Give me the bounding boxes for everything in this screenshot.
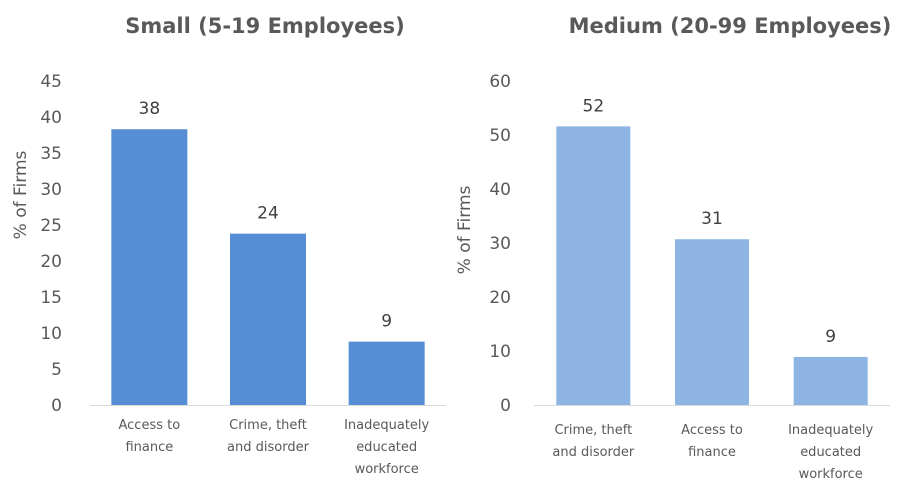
- y-tick-label: 60: [489, 72, 511, 92]
- data-label: 38: [139, 99, 161, 119]
- chart-medium-firms: Medium (20-99 Employees) % of Firms 0 10 2…: [455, 14, 891, 482]
- bar: [793, 356, 868, 405]
- y-tick-label: 30: [40, 180, 62, 200]
- y-tick-label: 20: [489, 288, 511, 308]
- y-axis-label: % of Firms: [455, 185, 475, 274]
- bar: [556, 126, 631, 406]
- chart-title: Small (5-19 Employees): [125, 14, 405, 38]
- data-label-group: 52 31 9: [583, 96, 837, 347]
- bar: [111, 129, 188, 406]
- x-tick-label: Crime, theft and disorder: [552, 423, 635, 460]
- y-tick-label: 20: [40, 252, 62, 272]
- bar: [675, 239, 749, 405]
- y-tick-label: 25: [40, 216, 62, 236]
- x-tick-label: Inadequately educated workforce: [344, 418, 429, 477]
- x-tick-label: Inadequately educated workforce: [788, 423, 873, 482]
- y-tick-label: 50: [489, 126, 511, 146]
- data-label: 24: [257, 204, 279, 224]
- data-label: 9: [825, 327, 836, 347]
- bar: [230, 233, 306, 405]
- bar-group: [111, 129, 425, 406]
- x-tick-label: Access to finance: [118, 418, 180, 455]
- y-tick-label: 10: [489, 342, 511, 362]
- y-tick-label: 0: [51, 396, 62, 416]
- bar-group: [556, 126, 868, 406]
- chart-small-firms: Small (5-19 Employees) % of Firms 0 5 10 15…: [11, 14, 446, 477]
- y-tick-label: 30: [489, 234, 511, 254]
- y-tick-label: 35: [40, 144, 62, 164]
- y-axis-ticks: 0 5 10 15 20 25 30 35 40 45: [40, 72, 62, 416]
- chart-title: Medium (20-99 Employees): [569, 14, 892, 38]
- x-tick-label: Crime, theft and disorder: [227, 418, 310, 455]
- bar: [348, 341, 425, 405]
- x-axis-ticks: Crime, theft and disorder Access to finance…: [552, 423, 873, 482]
- x-axis-ticks: Access to finance Crime, theft and disorder…: [118, 418, 429, 477]
- y-tick-label: 15: [40, 288, 62, 308]
- y-tick-label: 10: [40, 324, 62, 344]
- y-tick-label: 0: [500, 396, 511, 416]
- x-tick-label: Access to finance: [681, 423, 743, 460]
- y-axis-ticks: 0 10 20 30 40 50 60: [489, 72, 511, 416]
- data-label: 31: [701, 209, 723, 229]
- y-tick-label: 40: [40, 108, 62, 128]
- data-label-group: 38 24 9: [139, 99, 393, 331]
- y-axis-label: % of Firms: [11, 150, 31, 239]
- y-tick-label: 40: [489, 180, 511, 200]
- y-tick-label: 5: [51, 360, 62, 380]
- y-tick-label: 45: [40, 72, 62, 92]
- data-label: 52: [583, 96, 605, 116]
- data-label: 9: [381, 312, 392, 332]
